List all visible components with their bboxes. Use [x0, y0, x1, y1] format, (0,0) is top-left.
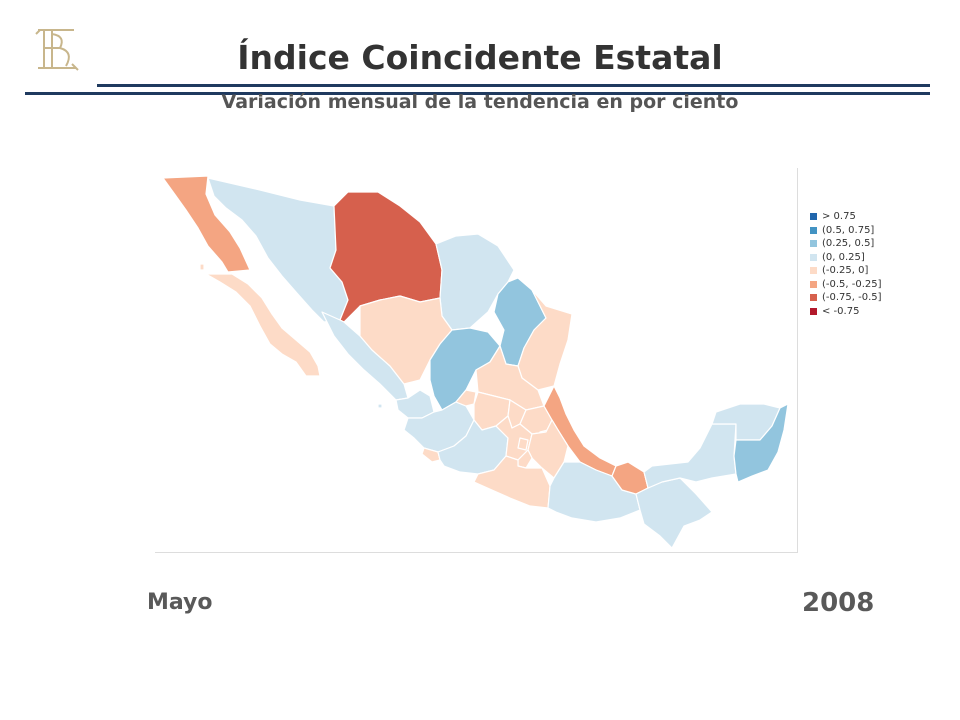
legend-label: (0.5, 0.75] — [822, 224, 875, 236]
legend-item: (-0.75, -0.5] — [810, 291, 882, 305]
legend-label: (-0.5, -0.25] — [822, 278, 882, 290]
banxico-logo-icon — [35, 29, 79, 71]
state-quintana-roo — [733, 403, 789, 483]
title-rule — [97, 84, 930, 87]
legend-swatch — [810, 240, 817, 248]
legend-item: < -0.75 — [810, 305, 882, 319]
month-label: Mayo — [147, 590, 213, 615]
state-guerrero — [473, 455, 551, 509]
title-rule-lower — [25, 92, 930, 95]
legend-label: (-0.25, 0] — [822, 265, 869, 277]
legend-swatch — [810, 267, 817, 275]
legend-swatch — [810, 307, 817, 315]
legend-swatch — [810, 226, 817, 234]
page-title: Índice Coincidente Estatal — [237, 38, 723, 77]
map-frame — [155, 168, 798, 553]
legend-item: (0, 0.25] — [810, 251, 882, 265]
legend-swatch — [810, 294, 817, 302]
page-subtitle: Variación mensual de la tendencia en por… — [221, 91, 739, 113]
island — [199, 263, 205, 271]
legend-swatch — [810, 253, 817, 261]
legend-label: (-0.75, -0.5] — [822, 292, 882, 304]
state-colima — [421, 447, 441, 463]
legend-item: > 0.75 — [810, 210, 882, 224]
year-label: 2008 — [802, 588, 875, 618]
legend-item: (0.25, 0.5] — [810, 237, 882, 251]
state-distrito-federal — [517, 437, 529, 451]
state-baja-california — [162, 175, 251, 273]
legend-label: (0.25, 0.5] — [822, 238, 875, 250]
island — [377, 403, 383, 409]
legend-item: (0.5, 0.75] — [810, 224, 882, 238]
legend-item: (-0.25, 0] — [810, 264, 882, 278]
legend-label: > 0.75 — [822, 211, 856, 223]
state-campeche — [643, 423, 737, 489]
legend-swatch — [810, 280, 817, 288]
state-sinaloa — [321, 311, 409, 401]
state-aguascalientes — [455, 389, 477, 407]
legend-item: (-0.5, -0.25] — [810, 278, 882, 292]
state-baja-california-sur — [205, 273, 321, 377]
legend-label: < -0.75 — [822, 305, 860, 317]
legend-swatch — [810, 213, 817, 221]
state-zacatecas — [429, 327, 501, 411]
map-legend: > 0.75 (0.5, 0.75] (0.25, 0.5] (0, 0.25]… — [810, 210, 882, 318]
state-chiapas — [635, 477, 713, 549]
mexico-map — [162, 175, 789, 549]
legend-label: (0, 0.25] — [822, 251, 865, 263]
